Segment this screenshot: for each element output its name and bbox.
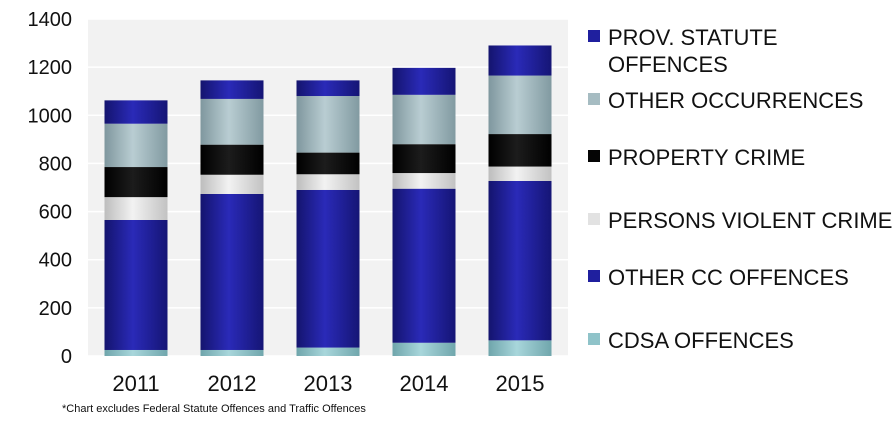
- y-tick-label: 400: [39, 250, 72, 272]
- y-tick-label: 600: [39, 202, 72, 224]
- bar-segment-other-cc-offences-2014: [392, 188, 456, 343]
- bar-segment-property-crime-2012: [200, 144, 264, 175]
- bar-segment-prov-statute-offences-2012: [200, 80, 264, 99]
- bars: [104, 45, 552, 356]
- bar-segment-prov-statute-offences-2013: [296, 80, 360, 97]
- x-tick-label: 2015: [496, 371, 545, 396]
- bar-segment-cdsa-offences-2014: [392, 342, 456, 356]
- legend-label: OTHER CC OFFENCES: [608, 265, 849, 290]
- bar-segment-cdsa-offences-2011: [104, 349, 168, 356]
- bar-segment-other-occurrences-2012: [200, 98, 264, 145]
- y-tick-label: 200: [39, 298, 72, 320]
- y-tick-label: 0: [61, 346, 72, 368]
- bar-segment-prov-statute-offences-2014: [392, 67, 456, 95]
- bar-segment-other-occurrences-2011: [104, 123, 168, 168]
- footnote: *Chart excludes Federal Statute Offences…: [62, 403, 366, 415]
- legend-item-persons-violent-crime: PERSONS VIOLENT CRIME: [588, 207, 893, 234]
- bar-segment-cdsa-offences-2015: [488, 340, 552, 356]
- y-tick-label: 800: [39, 153, 72, 175]
- bar-segment-property-crime-2013: [296, 152, 360, 175]
- legend-swatch: [588, 333, 600, 345]
- bar-segment-property-crime-2011: [104, 167, 168, 198]
- legend-label: PROV. STATUTE OFFENCES: [608, 25, 778, 77]
- bar-segment-persons-violent-crime-2011: [104, 197, 168, 220]
- bar-segment-other-occurrences-2013: [296, 96, 360, 153]
- bar-segment-cdsa-offences-2012: [200, 349, 264, 356]
- legend-label: PERSONS VIOLENT CRIME: [608, 208, 893, 233]
- bar-segment-other-occurrences-2014: [392, 94, 456, 145]
- y-tick-label: 1000: [28, 105, 73, 127]
- x-axis-ticks: 2011 2012 2013 2014 2015: [112, 371, 544, 396]
- legend-swatch: [588, 30, 600, 42]
- legend-item-property-crime: PROPERTY CRIME: [588, 144, 893, 171]
- bar-segment-prov-statute-offences-2015: [488, 45, 552, 76]
- bar-segment-prov-statute-offences-2011: [104, 100, 168, 124]
- bar-segment-persons-violent-crime-2014: [392, 173, 456, 189]
- legend-label: PROPERTY CRIME: [608, 145, 806, 170]
- legend-label: CDSA OFFENCES: [608, 328, 794, 353]
- x-tick-label: 2011: [112, 371, 159, 396]
- bar-segment-persons-violent-crime-2012: [200, 174, 264, 194]
- legend-swatch: [588, 270, 600, 282]
- bar-segment-other-cc-offences-2013: [296, 189, 360, 348]
- legend-item-cdsa-offences: CDSA OFFENCES: [588, 327, 893, 354]
- legend-item-prov-statute-offences: PROV. STATUTE OFFENCES: [588, 24, 893, 78]
- y-axis-ticks: 0 200 400 600 800 1000 1200 1400: [28, 9, 73, 368]
- bar-segment-cdsa-offences-2013: [296, 347, 360, 356]
- legend-item-other-occurrences: OTHER OCCURRENCES: [588, 87, 893, 114]
- bar-segment-other-cc-offences-2011: [104, 219, 168, 350]
- legend-swatch: [588, 93, 600, 105]
- x-tick-label: 2013: [304, 371, 353, 396]
- y-tick-label: 1400: [28, 9, 73, 31]
- legend-swatch: [588, 150, 600, 162]
- bar-segment-other-cc-offences-2012: [200, 193, 264, 350]
- x-tick-label: 2014: [400, 371, 449, 396]
- y-tick-label: 1200: [28, 57, 73, 79]
- bar-segment-other-occurrences-2015: [488, 75, 552, 135]
- bar-segment-property-crime-2015: [488, 134, 552, 167]
- legend-item-other-cc-offences: OTHER CC OFFENCES: [588, 264, 893, 291]
- bar-segment-property-crime-2014: [392, 144, 456, 174]
- legend-label: OTHER OCCURRENCES: [608, 88, 864, 113]
- legend-swatch: [588, 213, 600, 225]
- bar-segment-other-cc-offences-2015: [488, 181, 552, 341]
- bar-segment-persons-violent-crime-2013: [296, 174, 360, 190]
- x-tick-label: 2012: [208, 371, 257, 396]
- bar-segment-persons-violent-crime-2015: [488, 166, 552, 182]
